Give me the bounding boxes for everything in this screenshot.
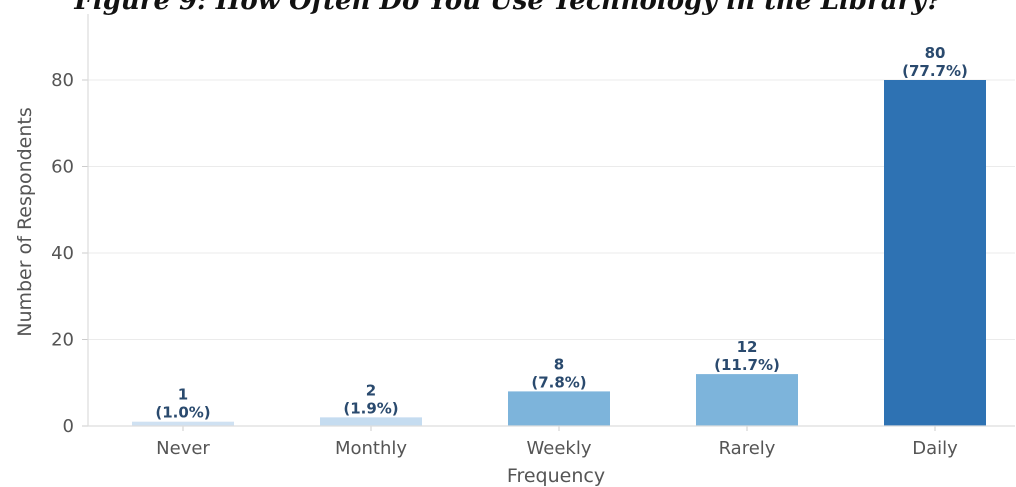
y-tick-label: 40 xyxy=(51,243,74,264)
gridlines xyxy=(82,79,1015,431)
x-axis-label: Frequency xyxy=(507,465,605,487)
bar-rarely xyxy=(696,374,798,426)
data-label-percent: (77.7%) xyxy=(902,62,968,80)
data-label-value: 80 xyxy=(925,44,946,62)
x-tick-label: Monthly xyxy=(335,438,407,459)
data-label-value: 12 xyxy=(737,338,758,356)
bar-daily xyxy=(884,80,986,426)
bar-monthly xyxy=(320,417,422,426)
data-label-percent: (11.7%) xyxy=(714,356,780,374)
x-tick-label: Rarely xyxy=(719,438,776,459)
data-label-percent: (1.9%) xyxy=(343,399,398,417)
x-tick-label: Daily xyxy=(912,438,958,459)
data-label-value: 1 xyxy=(178,386,188,404)
y-tick-label: 0 xyxy=(63,416,74,437)
chart-title: Figure 9: How Often Do You Use Technolog… xyxy=(74,0,942,16)
y-axis-label: Number of Respondents xyxy=(14,107,36,337)
y-tick-label: 20 xyxy=(51,330,74,351)
bar-weekly xyxy=(508,391,610,426)
bar-never xyxy=(132,421,234,426)
labels: 0 20 40 60 80 Never 1(1.0%) Monthly 2(1.9%) Weekl… xyxy=(51,44,968,459)
data-label-value: 8 xyxy=(554,355,564,373)
x-tick-label: Weekly xyxy=(527,438,592,459)
axes xyxy=(87,14,1015,427)
data-label-value: 2 xyxy=(366,381,376,399)
data-label-percent: (7.8%) xyxy=(531,373,586,391)
y-tick-label: 80 xyxy=(51,70,74,91)
x-tick-label: Never xyxy=(156,438,210,459)
bars xyxy=(132,80,986,426)
data-label-percent: (1.0%) xyxy=(155,404,210,422)
y-tick-label: 60 xyxy=(51,157,74,178)
